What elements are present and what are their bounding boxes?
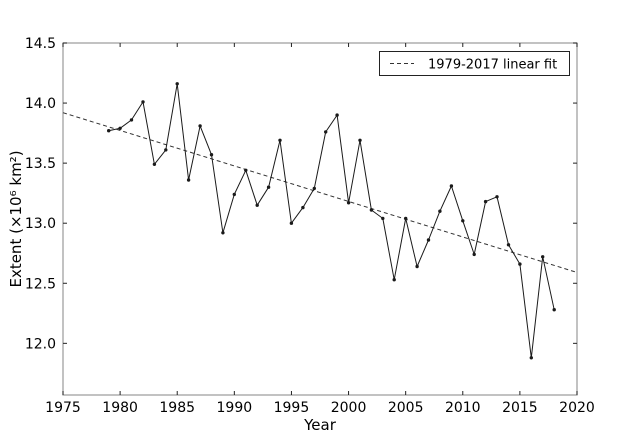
data-point — [495, 195, 499, 199]
x-axis-label: Year — [303, 416, 337, 434]
data-point — [289, 221, 294, 225]
data-point — [426, 238, 431, 242]
data-point — [232, 192, 236, 197]
data-point — [461, 219, 465, 223]
data-point — [381, 216, 385, 221]
data-point — [186, 178, 191, 182]
data-point — [369, 208, 374, 212]
data-point — [438, 209, 442, 213]
data-point — [118, 126, 122, 130]
y-tick-label: 14.0 — [25, 96, 56, 112]
x-tick-label: 1995 — [274, 400, 310, 416]
x-tick-label: 2005 — [388, 400, 424, 416]
data-point — [518, 262, 522, 266]
data-point — [255, 203, 259, 207]
data-point — [266, 185, 271, 189]
x-tick-label: 2020 — [559, 400, 595, 416]
y-tick-label: 14.5 — [25, 36, 56, 52]
y-tick-label: 12.5 — [25, 276, 56, 292]
data-point — [541, 255, 545, 259]
y-tick-label: 13.0 — [25, 216, 56, 232]
data-point — [244, 168, 248, 172]
x-tick-label: 2015 — [502, 400, 538, 416]
data-point — [164, 148, 168, 152]
extent-line — [108, 83, 555, 359]
data-point — [552, 308, 556, 312]
x-tick-label: 2000 — [331, 400, 367, 416]
data-point — [198, 124, 202, 128]
data-point — [529, 356, 533, 360]
data-point — [107, 129, 111, 133]
data-point — [312, 186, 316, 191]
data-point — [141, 100, 145, 104]
data-point — [175, 82, 179, 86]
y-tick-label: 12.0 — [25, 336, 56, 352]
x-tick-label: 2010 — [445, 400, 481, 416]
data-point — [404, 216, 408, 221]
data-point — [449, 184, 454, 188]
x-tick-label: 1975 — [45, 400, 81, 416]
x-tick-label: 1980 — [102, 400, 138, 416]
data-point — [335, 113, 339, 117]
plot-frame — [62, 42, 578, 396]
data-point — [483, 199, 488, 204]
data-point — [278, 138, 282, 142]
data-point — [506, 243, 511, 247]
data-point — [221, 231, 225, 235]
axis-ticks: 1975 1980 1985 1990 1995 2000 2005 2010 2015 2020… — [25, 36, 595, 416]
legend-entry-label: 1979-2017 linear fit — [428, 58, 557, 73]
data-point — [209, 153, 214, 157]
y-tick-label: 13.5 — [25, 156, 56, 172]
data-point — [301, 205, 305, 210]
linear-fit-line — [62, 112, 578, 273]
data-point — [358, 138, 362, 142]
data-point — [324, 130, 328, 134]
legend: 1979-2017 linear fit — [379, 51, 570, 76]
data-series-layer — [107, 82, 556, 360]
data-point — [129, 118, 134, 122]
y-axis-label: Extent (×10⁶ km²) — [7, 150, 25, 287]
data-point — [415, 264, 419, 269]
x-tick-label: 1985 — [159, 400, 195, 416]
data-point — [346, 201, 351, 205]
data-point — [152, 162, 157, 166]
x-tick-label: 1990 — [217, 400, 253, 416]
fit-line-layer — [62, 112, 578, 273]
data-point — [392, 278, 396, 282]
data-point — [472, 252, 476, 257]
